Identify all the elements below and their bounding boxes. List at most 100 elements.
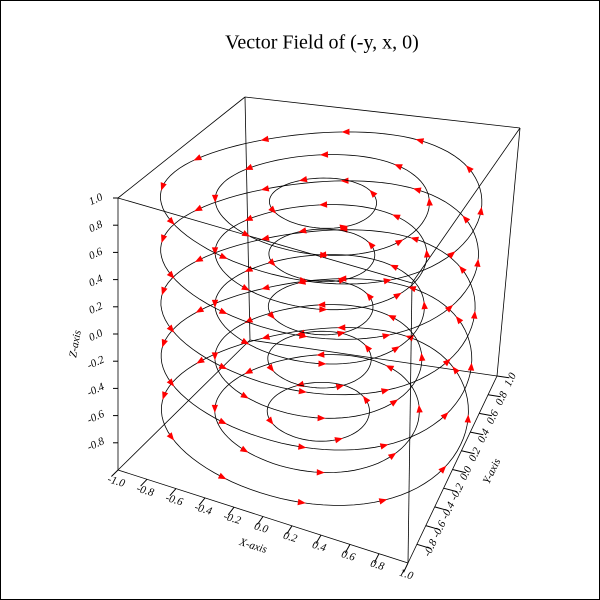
vector-arrow [194, 204, 203, 212]
vector-arrow [194, 255, 204, 262]
vector-arrow [161, 338, 168, 348]
vector-arrow [340, 177, 349, 184]
vector-arrow [240, 391, 249, 399]
streamline [268, 228, 376, 283]
vector-arrow [379, 443, 389, 450]
vector-arrow [211, 247, 219, 256]
vector-arrow [464, 414, 471, 423]
y-tick-label: 0.0 [458, 464, 475, 482]
vector-arrow [471, 310, 478, 319]
x-tick-label: 0.4 [311, 539, 328, 555]
vector-arrow [467, 362, 475, 371]
vector-arrow [166, 270, 175, 279]
vector-arrow [298, 388, 307, 395]
vector-arrow [426, 197, 433, 206]
vector-arrow [465, 165, 474, 174]
box-edge [496, 127, 521, 377]
streamline [266, 382, 370, 442]
vector-arrow [211, 299, 219, 308]
vector-arrow [298, 443, 307, 450]
vector-arrow [477, 206, 484, 216]
y-tick [443, 487, 458, 493]
vector-arrow [166, 432, 175, 441]
vector-arrow [334, 437, 343, 444]
box-edge [411, 127, 521, 284]
vector-arrow [244, 265, 254, 272]
x-tick [111, 469, 119, 477]
vector-arrow [394, 239, 404, 247]
vector-arrow [195, 306, 205, 313]
x-tick-label: 0.8 [369, 558, 386, 574]
vector-arrow [260, 135, 269, 142]
vector-arrow [162, 391, 169, 400]
z-tick-label: 1.0 [87, 191, 105, 208]
vector-arrow [389, 264, 399, 271]
x-tick-label: -0.8 [135, 483, 156, 500]
vector-arrow [196, 356, 205, 364]
vector-arrow [438, 465, 447, 474]
vector-arrow [387, 452, 397, 460]
vector-arrow [393, 292, 402, 300]
vector-arrow [266, 363, 275, 372]
vector-arrow [407, 286, 417, 293]
vector-arrow [394, 164, 403, 171]
vector-arrow [391, 346, 400, 354]
vector-arrow [166, 324, 175, 333]
x-tick-label: -0.6 [164, 492, 185, 509]
y-tick [479, 412, 493, 417]
y-tick [452, 469, 467, 474]
vector-arrow [459, 265, 467, 274]
vector-arrow [261, 234, 270, 241]
vector-arrow [389, 399, 399, 407]
vector-arrow [219, 252, 228, 259]
vector-arrow [362, 395, 371, 405]
vector-arrow [381, 388, 390, 395]
vector-arrow [299, 176, 308, 183]
y-tick-label: 0.8 [493, 389, 510, 407]
vector-arrow [161, 234, 168, 243]
y-tick-label: 0.6 [484, 408, 501, 426]
vector-arrow [369, 189, 378, 198]
streamline [214, 354, 420, 474]
vector-arrow [211, 194, 219, 203]
vector-arrow [378, 498, 388, 505]
streamline [267, 279, 374, 336]
vector-arrow [385, 365, 395, 372]
x-tick [198, 497, 206, 506]
y-tick [461, 450, 475, 455]
streamline [267, 330, 372, 389]
vector-arrow [244, 214, 254, 221]
vector-arrow [268, 205, 277, 214]
vector-arrow [339, 224, 348, 231]
streamline [160, 278, 473, 451]
vector-arrow [241, 284, 250, 291]
vector-arrow [261, 333, 271, 340]
vector-arrow [241, 230, 251, 237]
z-axis-label: Z-axis [67, 329, 84, 358]
vector-arrow [382, 333, 391, 340]
z-tick-label: 0.8 [87, 218, 105, 235]
box-edge [117, 339, 251, 471]
vector-arrow [444, 304, 454, 313]
streamline [214, 204, 428, 311]
box-edge [117, 197, 413, 284]
vector-arrow [296, 329, 306, 336]
vector-arrow [442, 358, 451, 367]
vector-arrow [320, 151, 329, 158]
vector-arrow [218, 362, 228, 370]
vector-arrow [266, 416, 274, 425]
vector-arrow [319, 306, 328, 313]
x-tick [315, 534, 322, 544]
z-tick-label: 0.6 [87, 245, 105, 262]
streamline [160, 180, 479, 340]
vector-arrow [387, 315, 397, 322]
vector-arrow [297, 498, 306, 506]
vector-arrow [366, 292, 374, 301]
vector-arrow [217, 472, 227, 480]
vector-arrow [367, 241, 376, 250]
y-tick-label: 0.2 [467, 445, 484, 463]
vector-arrow [455, 316, 464, 325]
vector-arrow [299, 277, 308, 284]
vector-arrow [211, 404, 218, 413]
